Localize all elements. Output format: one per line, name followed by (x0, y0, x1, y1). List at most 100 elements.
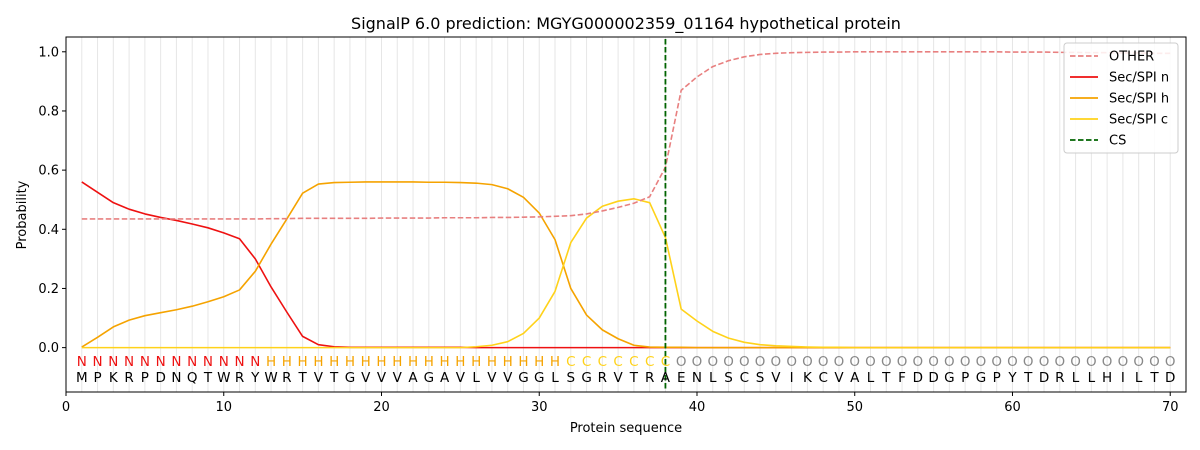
residue-label: G (518, 370, 528, 386)
region-label: N (108, 354, 118, 370)
residue-label: S (566, 370, 575, 386)
region-label: O (1054, 354, 1065, 370)
x-tick-label: 30 (531, 400, 548, 415)
residue-label: A (440, 370, 450, 386)
residue-label: V (393, 370, 403, 386)
region-label: O (944, 354, 955, 370)
residue-label: H (1102, 370, 1112, 386)
region-label: H (345, 354, 355, 370)
series-line-sec-spi-c (81, 198, 1171, 349)
residue-label: I (1121, 370, 1125, 386)
region-label: N (234, 354, 244, 370)
region-label: H (487, 354, 497, 370)
x-axis-label: Protein sequence (570, 421, 682, 436)
residue-label: R (1055, 370, 1064, 386)
region-label: O (1149, 354, 1160, 370)
residue-label: L (1088, 370, 1096, 386)
region-label: H (392, 354, 402, 370)
legend-label: Sec/SPI c (1109, 113, 1168, 128)
y-tick-label: 0.4 (38, 223, 59, 238)
x-tick-label: 60 (1004, 400, 1021, 415)
residue-label: V (314, 370, 324, 386)
region-label: O (692, 354, 703, 370)
residue-label: C (818, 370, 827, 386)
region-label: C (566, 354, 575, 370)
residue-label: Q (187, 370, 198, 386)
region-label: O (771, 354, 782, 370)
residue-label: P (993, 370, 1001, 386)
legend: OTHER Sec/SPI n Sec/SPI h Sec/SPI c CS (1063, 42, 1179, 154)
region-label: N (171, 354, 181, 370)
legend-label: Sec/SPI n (1109, 71, 1169, 86)
residue-label: V (834, 370, 844, 386)
region-label: H (471, 354, 481, 370)
residue-label: T (1023, 370, 1033, 386)
legend-box (1063, 42, 1179, 154)
residue-label: D (913, 370, 923, 386)
region-label: O (928, 354, 939, 370)
x-tick-label: 20 (373, 400, 390, 415)
residue-label: W (264, 370, 277, 386)
residue-label: L (1072, 370, 1080, 386)
residue-label: G (976, 370, 986, 386)
residue-label: N (171, 370, 181, 386)
residue-label: R (235, 370, 244, 386)
residue-label: L (472, 370, 480, 386)
x-tick-label: 50 (846, 400, 863, 415)
region-label: O (676, 354, 687, 370)
region-label: O (1102, 354, 1113, 370)
region-label: O (1086, 354, 1097, 370)
region-label: O (834, 354, 845, 370)
region-label: H (424, 354, 434, 370)
y-tick-label: 0.2 (38, 282, 59, 297)
residue-label: G (424, 370, 434, 386)
region-label: O (1165, 354, 1176, 370)
residue-label: G (534, 370, 544, 386)
residue-label: S (724, 370, 733, 386)
region-label: O (818, 354, 829, 370)
residue-label: V (361, 370, 371, 386)
series-line-other (81, 50, 1171, 220)
region-label: C (582, 354, 591, 370)
residue-label: A (661, 370, 671, 386)
y-tick-label: 0.0 (38, 341, 59, 356)
residue-label: V (487, 370, 497, 386)
region-label: O (976, 354, 987, 370)
residue-label: V (456, 370, 466, 386)
residue-label: T (629, 370, 639, 386)
y-tick-label: 0.8 (38, 104, 59, 119)
residue-label: G (345, 370, 355, 386)
region-label: H (266, 354, 276, 370)
region-label: O (1007, 354, 1018, 370)
region-label: H (329, 354, 339, 370)
region-label: H (298, 354, 308, 370)
region-label: H (440, 354, 450, 370)
residue-label: R (598, 370, 607, 386)
x-tick-label: 70 (1162, 400, 1179, 415)
region-label: H (361, 354, 371, 370)
x-tick-label: 0 (62, 400, 70, 415)
residue-label: D (155, 370, 165, 386)
residue-label: Y (250, 370, 260, 386)
region-label: C (661, 354, 670, 370)
residue-label: D (1039, 370, 1049, 386)
region-label: O (755, 354, 766, 370)
chart-title: SignalP 6.0 prediction: MGYG000002359_01… (351, 14, 901, 34)
region-label: O (1133, 354, 1144, 370)
region-label: N (219, 354, 229, 370)
region-label: C (645, 354, 654, 370)
region-label: H (455, 354, 465, 370)
region-label: O (1070, 354, 1081, 370)
residue-label: T (203, 370, 213, 386)
region-label: C (629, 354, 638, 370)
region-label: O (865, 354, 876, 370)
region-label: O (723, 354, 734, 370)
residue-label: W (217, 370, 230, 386)
y-axis-label: Probability (15, 180, 30, 249)
residue-label: L (1135, 370, 1143, 386)
grid-lines (81, 37, 1171, 392)
y-tick-label: 0.6 (38, 164, 59, 179)
region-label: H (518, 354, 528, 370)
residue-label: G (944, 370, 954, 386)
